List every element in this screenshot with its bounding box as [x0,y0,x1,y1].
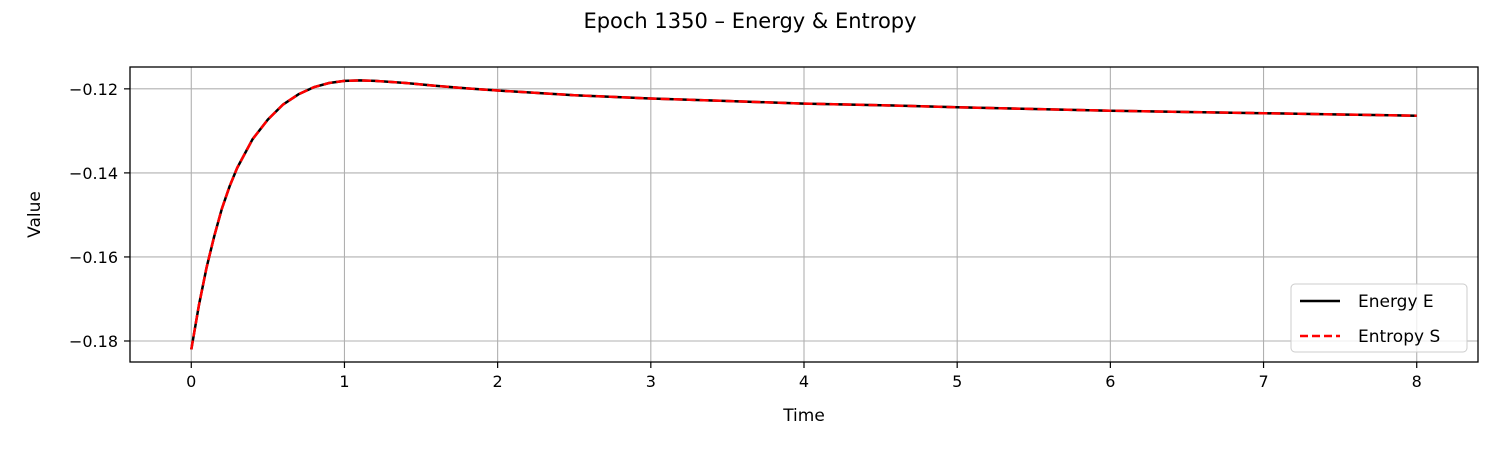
y-tick-label: −0.12 [69,80,118,99]
series-line-entropy [190,79,1417,350]
y-tick-label: −0.16 [69,248,118,267]
x-tick-label: 3 [646,372,656,391]
x-tick-label: 1 [339,372,349,391]
x-tick-label: 4 [799,372,809,391]
y-tick-label: −0.18 [69,332,118,351]
legend: Energy E Entropy S [1290,283,1468,353]
chart-title: Epoch 1350 – Energy & Entropy [583,9,916,33]
x-tick-label: 8 [1412,372,1422,391]
grid [130,67,1478,362]
x-tick-label: 7 [1258,372,1268,391]
y-tick-label: −0.14 [69,164,118,183]
x-tick-label: 6 [1105,372,1115,391]
series-layer [190,79,1417,350]
legend-label-energy: Energy E [1358,292,1434,312]
x-axis-label: Time [782,406,825,426]
x-tick-label: 0 [186,372,196,391]
y-axis-label: Value [25,191,45,238]
x-tick-label: 2 [493,372,503,391]
legend-label-entropy: Entropy S [1358,327,1440,347]
x-tick-label: 5 [952,372,962,391]
ticks: 0 1 2 3 4 5 6 7 8 −0.18 −0.16 −0.14 −0.12 [69,80,1422,391]
